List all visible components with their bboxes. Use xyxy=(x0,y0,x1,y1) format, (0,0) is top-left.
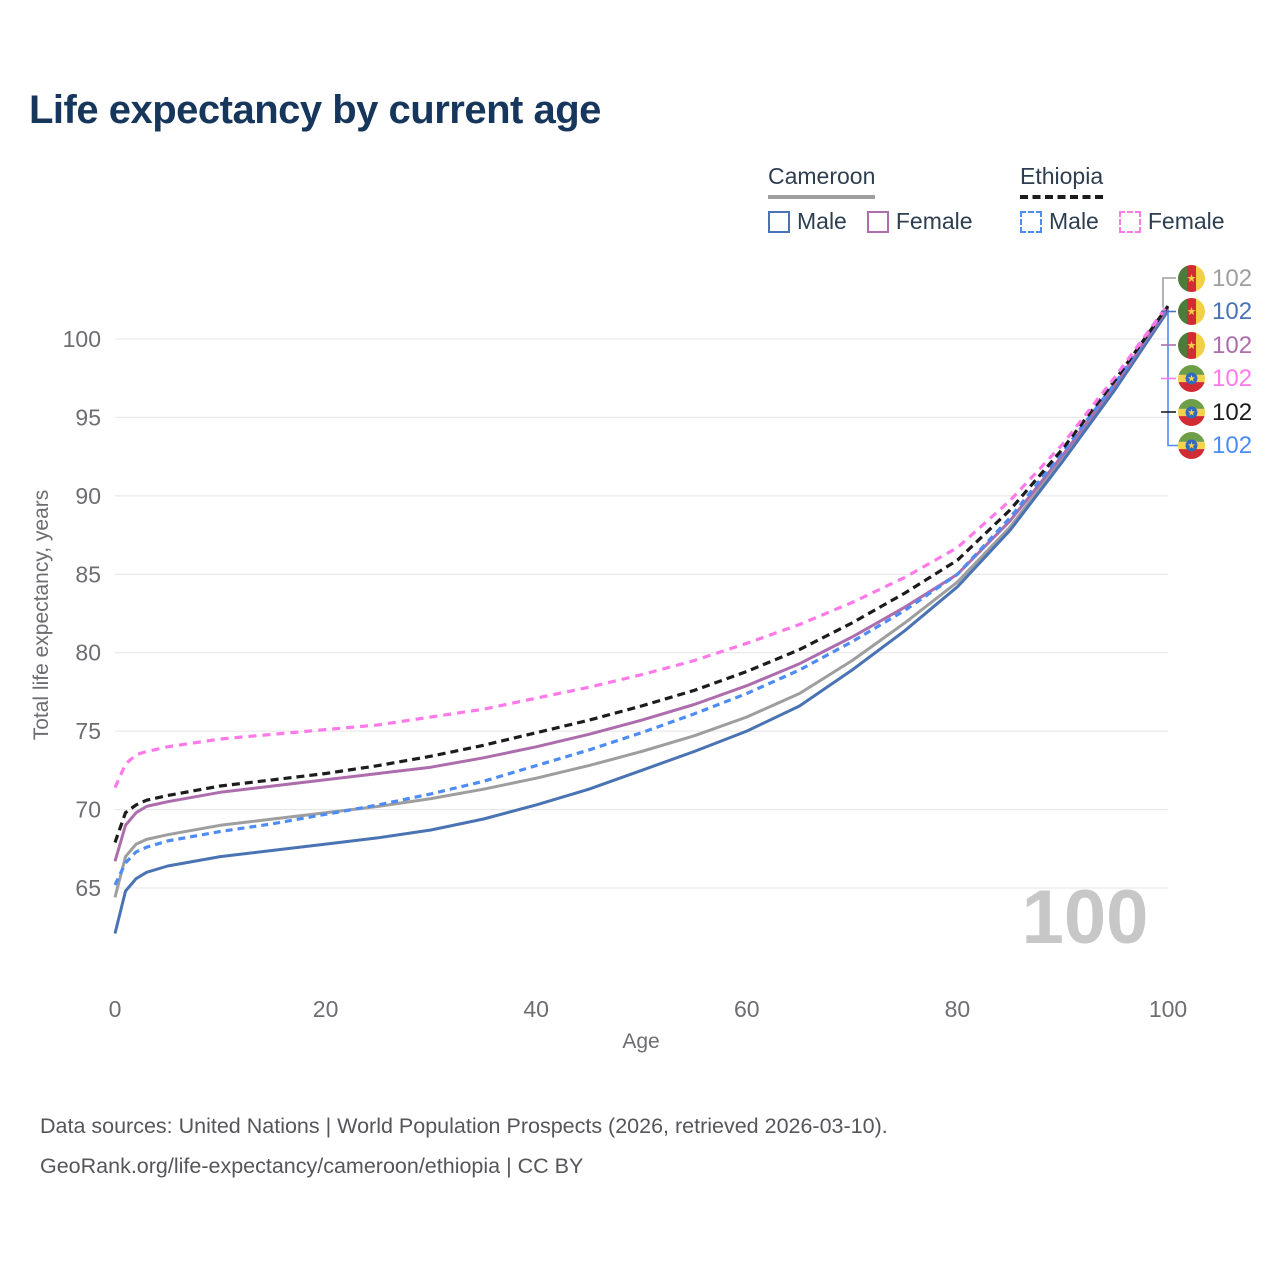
end-labels-column: 102 102 102 102 102 102 xyxy=(1178,0,1280,480)
cameroon-male-swatch-icon xyxy=(768,210,790,233)
end-label-row: 102 xyxy=(1178,264,1252,292)
legend-item-ethiopia-female[interactable]: Female xyxy=(1118,208,1225,235)
ethiopia-female-swatch-icon xyxy=(1118,210,1141,233)
y-tick-label: 90 xyxy=(75,483,101,509)
x-tick-label: 40 xyxy=(523,996,549,1022)
series-line-cameroon xyxy=(113,308,1170,898)
end-label-row: 102 xyxy=(1178,398,1252,426)
x-tick-label: 60 xyxy=(734,996,760,1022)
y-tick-label: 65 xyxy=(75,875,101,901)
legend-group-ethiopia: Ethiopia Male Female xyxy=(1020,163,1245,235)
cameroon-flag-icon xyxy=(1178,264,1205,292)
cameroon-flag-icon xyxy=(1178,331,1205,359)
chart-footer: Data sources: United Nations | World Pop… xyxy=(40,1106,888,1186)
y-tick-label: 70 xyxy=(75,797,101,823)
legend-label: Male xyxy=(1049,208,1099,234)
end-value-label: 102 xyxy=(1212,398,1253,426)
y-tick-label: 75 xyxy=(75,718,101,744)
y-tick-label: 80 xyxy=(75,640,101,666)
legend-group-cameroon: Cameroon Male Female xyxy=(768,163,993,235)
end-value-label: 102 xyxy=(1212,264,1253,292)
cameroon-flag-icon xyxy=(1178,298,1205,325)
legend-label: Female xyxy=(1147,208,1225,234)
data-sources-note: Data sources: United Nations | World Pop… xyxy=(40,1114,888,1138)
y-axis-title: Total life expectancy, years xyxy=(30,490,53,741)
ethiopia-flag-icon xyxy=(1178,432,1205,459)
x-tick-label: 100 xyxy=(1149,996,1187,1022)
ethiopia-flag-icon xyxy=(1178,365,1205,392)
end-label-row: 102 xyxy=(1178,365,1252,393)
y-tick-label: 85 xyxy=(75,561,101,587)
legend-item-cameroon-female[interactable]: Female xyxy=(866,208,973,235)
legend-label: Male xyxy=(797,208,847,234)
legend-label: Female xyxy=(895,208,973,234)
end-label-row: 102 xyxy=(1178,298,1252,326)
series-line-ethiopia-female xyxy=(113,303,1170,789)
legend-items-cameroon: Male Female xyxy=(768,208,993,235)
legend-country-cameroon[interactable]: Cameroon xyxy=(768,163,876,199)
connector-line xyxy=(1162,277,1176,308)
legend-item-cameroon-male[interactable]: Male xyxy=(768,208,847,235)
end-value-label: 102 xyxy=(1212,331,1253,359)
legend-items-ethiopia: Male Female xyxy=(1020,208,1245,235)
page-title: Life expectancy by current age xyxy=(29,88,601,132)
y-tick-label: 100 xyxy=(63,326,101,352)
end-label-row: 102 xyxy=(1178,331,1252,359)
connector-line xyxy=(1167,309,1178,447)
ethiopia-male-swatch-icon xyxy=(1020,210,1042,233)
series-line-ethiopia-male xyxy=(113,305,1170,886)
x-tick-label: 0 xyxy=(109,996,122,1022)
end-value-label: 102 xyxy=(1212,432,1253,459)
chart-legend: Cameroon Male Female Ethiopia Male Femal… xyxy=(0,163,1280,243)
x-tick-label: 80 xyxy=(945,996,971,1022)
age-watermark: 100 xyxy=(1022,875,1149,960)
legend-item-ethiopia-male[interactable]: Male xyxy=(1020,208,1099,235)
cameroon-female-swatch-icon xyxy=(866,210,889,233)
y-tick-label: 95 xyxy=(75,404,101,430)
series-line-cameroon-male xyxy=(113,309,1170,934)
end-value-label: 102 xyxy=(1212,298,1253,325)
legend-country-ethiopia[interactable]: Ethiopia xyxy=(1020,163,1104,199)
attribution-note: GeoRank.org/life-expectancy/cameroon/eth… xyxy=(40,1154,584,1178)
x-tick-label: 20 xyxy=(313,996,339,1022)
end-value-label: 102 xyxy=(1212,365,1253,392)
end-label-row: 102 xyxy=(1178,432,1252,460)
x-axis-title: Age xyxy=(622,1030,659,1053)
ethiopia-flag-icon xyxy=(1178,398,1205,426)
